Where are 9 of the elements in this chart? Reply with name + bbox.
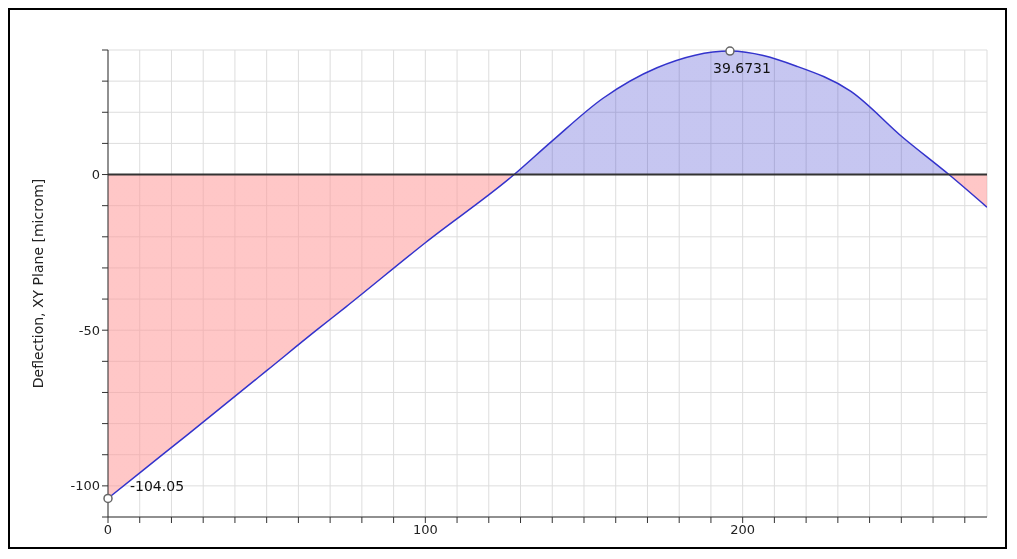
- y-tick-label: -50: [78, 322, 100, 338]
- x-tick-label: 100: [412, 522, 438, 538]
- x-tick-label: 0: [103, 522, 113, 538]
- annotation: -104.05: [130, 478, 185, 495]
- annotation: 39.6731: [713, 59, 771, 76]
- x-tick-label: 200: [730, 522, 756, 538]
- y-axis-title: Deflection, XY Plane [microm]: [29, 178, 46, 389]
- y-tick-label: 0: [91, 167, 100, 183]
- y-tick-label: -100: [70, 478, 100, 494]
